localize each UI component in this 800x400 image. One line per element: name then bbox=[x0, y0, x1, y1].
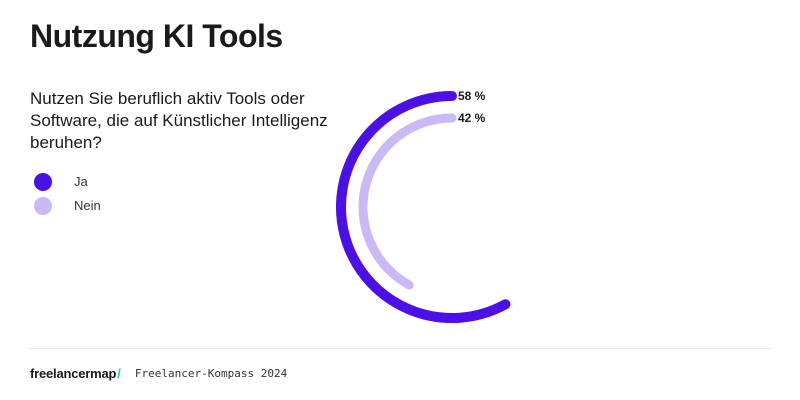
radial-bar-chart: 58 % 42 % bbox=[336, 89, 511, 323]
page-title: Nutzung KI Tools bbox=[30, 18, 283, 54]
data-label-nein: 42 % bbox=[458, 111, 486, 125]
legend-label-nein: Nein bbox=[74, 198, 101, 213]
survey-question: Nutzen Sie beruflich aktiv Tools oder So… bbox=[30, 89, 328, 152]
brand-logo-mark: / bbox=[117, 366, 121, 381]
legend-swatch-ja bbox=[34, 172, 52, 191]
chart-legend: Ja Nein bbox=[34, 170, 101, 218]
footer: freelancermap / Freelancer-Kompass 2024 bbox=[30, 366, 287, 381]
source-label: Freelancer-Kompass 2024 bbox=[134, 367, 288, 380]
brand-logo: freelancermap bbox=[30, 366, 117, 381]
arc-ja bbox=[336, 91, 511, 323]
legend-swatch-nein bbox=[34, 196, 52, 215]
footer-divider bbox=[30, 348, 770, 349]
legend-item-ja: Ja bbox=[34, 170, 101, 193]
arc-nein bbox=[358, 113, 457, 290]
legend-item-nein: Nein bbox=[34, 194, 101, 217]
legend-label-ja: Ja bbox=[74, 174, 88, 189]
data-label-ja: 58 % bbox=[458, 89, 486, 103]
